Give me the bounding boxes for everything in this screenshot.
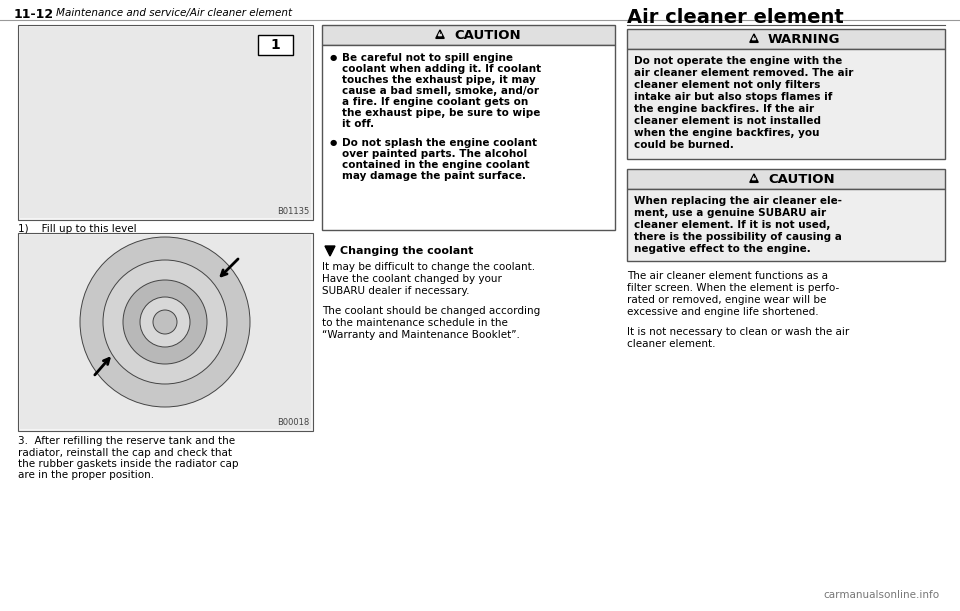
Text: SUBARU dealer if necessary.: SUBARU dealer if necessary.: [322, 286, 469, 296]
Text: It may be difficult to change the coolant.: It may be difficult to change the coolan…: [322, 262, 535, 272]
Polygon shape: [753, 177, 756, 180]
Text: The air cleaner element functions as a: The air cleaner element functions as a: [627, 271, 828, 281]
Bar: [18, 233, 313, 431]
Text: 1: 1: [270, 38, 280, 52]
Text: carmanualsonline.info: carmanualsonline.info: [824, 590, 940, 600]
Text: could be burned.: could be burned.: [634, 140, 733, 150]
Text: there is the possibility of causing a: there is the possibility of causing a: [634, 232, 842, 242]
Text: Air cleaner element: Air cleaner element: [627, 8, 844, 27]
Bar: [627, 49, 945, 159]
Text: rated or removed, engine wear will be: rated or removed, engine wear will be: [627, 295, 827, 305]
Bar: [322, 25, 615, 45]
Circle shape: [123, 280, 207, 364]
Text: 1)    Fill up to this level: 1) Fill up to this level: [18, 224, 136, 234]
Text: over painted parts. The alcohol: over painted parts. The alcohol: [342, 149, 527, 159]
Circle shape: [153, 310, 177, 334]
Text: cleaner element is not installed: cleaner element is not installed: [634, 116, 821, 126]
Bar: [322, 45, 615, 230]
Polygon shape: [753, 37, 756, 40]
Text: When replacing the air cleaner ele-: When replacing the air cleaner ele-: [634, 196, 842, 206]
Text: CAUTION: CAUTION: [768, 173, 834, 186]
Text: cause a bad smell, smoke, and/or: cause a bad smell, smoke, and/or: [342, 86, 539, 96]
Text: touches the exhaust pipe, it may: touches the exhaust pipe, it may: [342, 75, 536, 85]
Text: the exhaust pipe, be sure to wipe: the exhaust pipe, be sure to wipe: [342, 108, 540, 118]
Text: cleaner element.: cleaner element.: [627, 339, 715, 349]
Bar: [627, 169, 945, 189]
Text: negative effect to the engine.: negative effect to the engine.: [634, 244, 811, 254]
Circle shape: [140, 297, 190, 347]
Text: filter screen. When the element is perfo-: filter screen. When the element is perfo…: [627, 283, 839, 293]
Text: Maintenance and service/Air cleaner element: Maintenance and service/Air cleaner elem…: [56, 8, 292, 18]
Text: Changing the coolant: Changing the coolant: [340, 246, 473, 256]
Text: excessive and engine life shortened.: excessive and engine life shortened.: [627, 307, 819, 317]
Text: “Warranty and Maintenance Booklet”.: “Warranty and Maintenance Booklet”.: [322, 330, 520, 340]
Text: B00018: B00018: [276, 418, 309, 427]
Text: may damage the paint surface.: may damage the paint surface.: [342, 171, 526, 181]
Text: !: !: [439, 31, 442, 35]
Text: to the maintenance schedule in the: to the maintenance schedule in the: [322, 318, 508, 328]
Polygon shape: [750, 174, 758, 182]
Text: ●: ●: [330, 53, 337, 62]
Text: It is not necessary to clean or wash the air: It is not necessary to clean or wash the…: [627, 327, 850, 337]
Text: 11-12: 11-12: [14, 8, 54, 21]
Text: are in the proper position.: are in the proper position.: [18, 470, 155, 480]
Text: B01135: B01135: [276, 207, 309, 216]
Text: cleaner element not only filters: cleaner element not only filters: [634, 80, 821, 90]
Bar: [20, 235, 311, 429]
Text: !: !: [753, 34, 756, 40]
Text: a fire. If engine coolant gets on: a fire. If engine coolant gets on: [342, 97, 528, 107]
Circle shape: [103, 260, 227, 384]
Text: the engine backfires. If the air: the engine backfires. If the air: [634, 104, 814, 114]
Polygon shape: [439, 32, 442, 35]
Text: Be careful not to spill engine: Be careful not to spill engine: [342, 53, 513, 63]
Text: WARNING: WARNING: [768, 33, 841, 46]
Bar: [18, 25, 313, 220]
Text: the rubber gaskets inside the radiator cap: the rubber gaskets inside the radiator c…: [18, 459, 238, 469]
Text: ●: ●: [330, 138, 337, 147]
Circle shape: [80, 237, 250, 407]
Text: it off.: it off.: [342, 119, 374, 129]
Text: intake air but also stops flames if: intake air but also stops flames if: [634, 92, 832, 102]
Bar: [627, 189, 945, 261]
Polygon shape: [750, 34, 758, 42]
Text: !: !: [753, 175, 756, 180]
Text: ment, use a genuine SUBARU air: ment, use a genuine SUBARU air: [634, 208, 827, 218]
Text: cleaner element. If it is not used,: cleaner element. If it is not used,: [634, 220, 830, 230]
Text: air cleaner element removed. The air: air cleaner element removed. The air: [634, 68, 853, 78]
Text: radiator, reinstall the cap and check that: radiator, reinstall the cap and check th…: [18, 447, 232, 458]
Text: when the engine backfires, you: when the engine backfires, you: [634, 128, 820, 138]
Bar: [20, 27, 311, 218]
Text: 3.  After refilling the reserve tank and the: 3. After refilling the reserve tank and …: [18, 436, 235, 446]
Bar: [258, 35, 293, 55]
Polygon shape: [325, 246, 335, 256]
Text: Have the coolant changed by your: Have the coolant changed by your: [322, 274, 502, 284]
Text: CAUTION: CAUTION: [454, 29, 520, 42]
Text: The coolant should be changed according: The coolant should be changed according: [322, 306, 540, 316]
Text: coolant when adding it. If coolant: coolant when adding it. If coolant: [342, 64, 541, 74]
Polygon shape: [436, 30, 444, 38]
Text: contained in the engine coolant: contained in the engine coolant: [342, 160, 530, 170]
Text: Do not splash the engine coolant: Do not splash the engine coolant: [342, 138, 537, 148]
Bar: [627, 29, 945, 49]
Text: Do not operate the engine with the: Do not operate the engine with the: [634, 56, 842, 66]
